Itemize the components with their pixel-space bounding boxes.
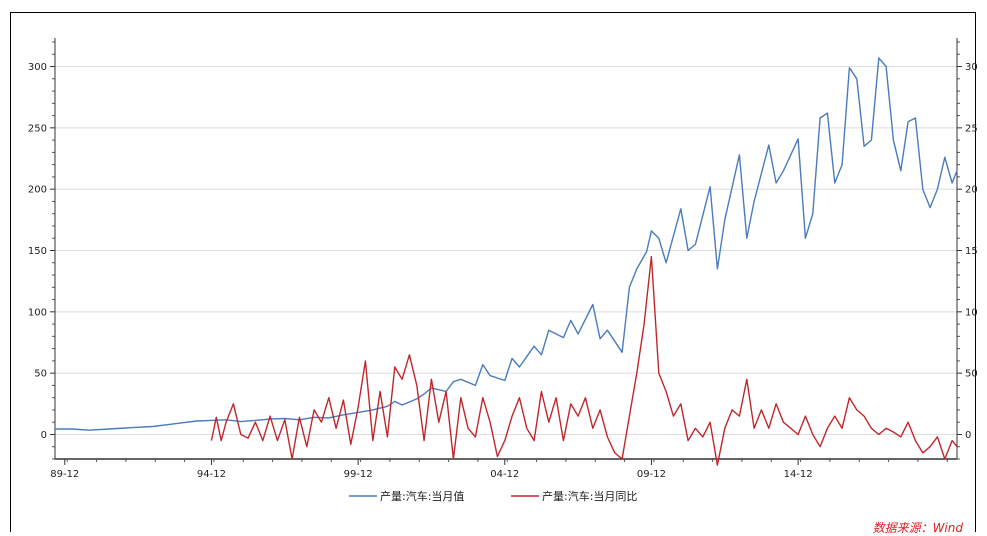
legend-label-1: 产量:汽车:当月值 <box>380 489 464 503</box>
left-y-tick-label-2: 100 <box>28 307 47 318</box>
right-y-tick-label-0: 0 <box>965 430 971 441</box>
source-note: 数据来源：Wind <box>872 521 963 535</box>
left-y-tick-label-1: 50 <box>34 369 47 380</box>
right-y-tick-label-2: 100 <box>965 307 977 318</box>
right-y-tick-label-1: 50 <box>965 369 977 380</box>
right-y-tick-label-5: 250 <box>965 123 977 134</box>
legend-label-2: 产量:汽车:当月同比 <box>542 489 637 503</box>
left-y-tick-label-4: 200 <box>28 185 47 196</box>
right-y-tick-label-4: 200 <box>965 185 977 196</box>
axes: 0 0 50 50 100 100 150 150 200 200 250 250 300 300 89-1… <box>28 38 977 480</box>
x-tick-label-2: 99-12 <box>344 469 373 480</box>
right-y-tick-label-3: 150 <box>965 246 977 257</box>
series-line-1 <box>55 57 958 431</box>
x-tick-label-3: 04-12 <box>490 469 519 480</box>
series-lines <box>55 57 958 466</box>
x-tick-label-0: 89-12 <box>50 469 79 480</box>
left-y-tick-label-5: 250 <box>28 123 47 134</box>
left-y-tick-label-6: 300 <box>28 62 47 73</box>
series-line-2 <box>210 255 958 466</box>
x-tick-label-4: 09-12 <box>637 469 666 480</box>
left-y-tick-label-0: 0 <box>41 430 47 441</box>
legend: 产量:汽车:当月值 产量:汽车:当月同比 <box>349 489 637 503</box>
line-chart: 0 0 50 50 100 100 150 150 200 200 250 250 300 300 89-1… <box>28 38 977 503</box>
x-tick-label-5: 14-12 <box>784 469 813 480</box>
left-y-tick-label-3: 150 <box>28 246 47 257</box>
chart-frame: 0 0 50 50 100 100 150 150 200 200 250 250 300 300 89-1… <box>10 12 977 535</box>
right-y-tick-label-6: 300 <box>965 62 977 73</box>
grid-lines <box>55 66 957 435</box>
x-tick-label-1: 94-12 <box>197 469 226 480</box>
